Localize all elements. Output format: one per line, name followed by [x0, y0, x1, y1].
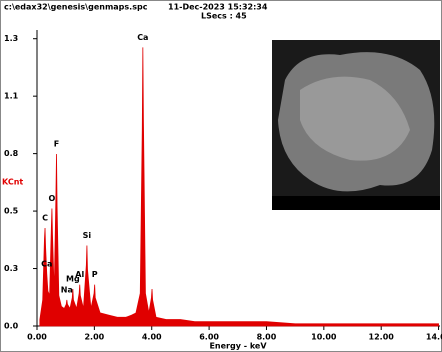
peak-label: O: [49, 194, 56, 203]
x-tick-label: 2.00: [84, 333, 104, 342]
x-tick-label: 6.00: [199, 333, 219, 342]
page: {"chart_data": {"type": "area", "title":…: [0, 0, 442, 352]
sem-image: [272, 40, 440, 210]
peak-label: Si: [83, 231, 92, 240]
peak-label: Ca: [41, 259, 52, 268]
x-tick-label: 12.00: [369, 333, 395, 342]
file-name: c:\edax32\genesis\genmaps.spc: [4, 3, 148, 12]
y-tick-label: 0.5: [4, 207, 19, 216]
peak-label: P: [92, 270, 98, 279]
acquisition-date: 11-Dec-2023 15:32:34: [168, 3, 268, 12]
peak-label: Na: [61, 285, 73, 294]
y-tick-label: 0.8: [4, 149, 19, 158]
y-tick-label: 0.3: [4, 264, 18, 273]
peak-label: Al: [75, 270, 84, 279]
y-axis-label: KCnt: [2, 178, 23, 187]
x-tick-label: 4.00: [142, 333, 162, 342]
y-tick-label: 0.0: [4, 322, 19, 331]
y-tick-label: 1.3: [4, 34, 18, 43]
chart: c:\edax32\genesis\genmaps.spc 11-Dec-202…: [0, 0, 442, 352]
peak-label: Ca: [137, 33, 148, 42]
x-axis-label: Energy - keV: [209, 342, 267, 351]
peak-label: F: [54, 140, 59, 149]
x-tick-label: 0.00: [27, 333, 47, 342]
x-tick-label: 8.00: [257, 333, 277, 342]
x-tick-label: 14.00: [426, 333, 442, 342]
live-time: LSecs : 45: [201, 12, 247, 21]
peak-label: C: [42, 214, 48, 223]
y-tick-label: 1.1: [4, 92, 19, 101]
x-tick-label: 10.00: [311, 333, 337, 342]
